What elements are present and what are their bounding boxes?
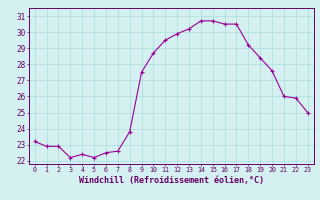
X-axis label: Windchill (Refroidissement éolien,°C): Windchill (Refroidissement éolien,°C) xyxy=(79,176,264,185)
